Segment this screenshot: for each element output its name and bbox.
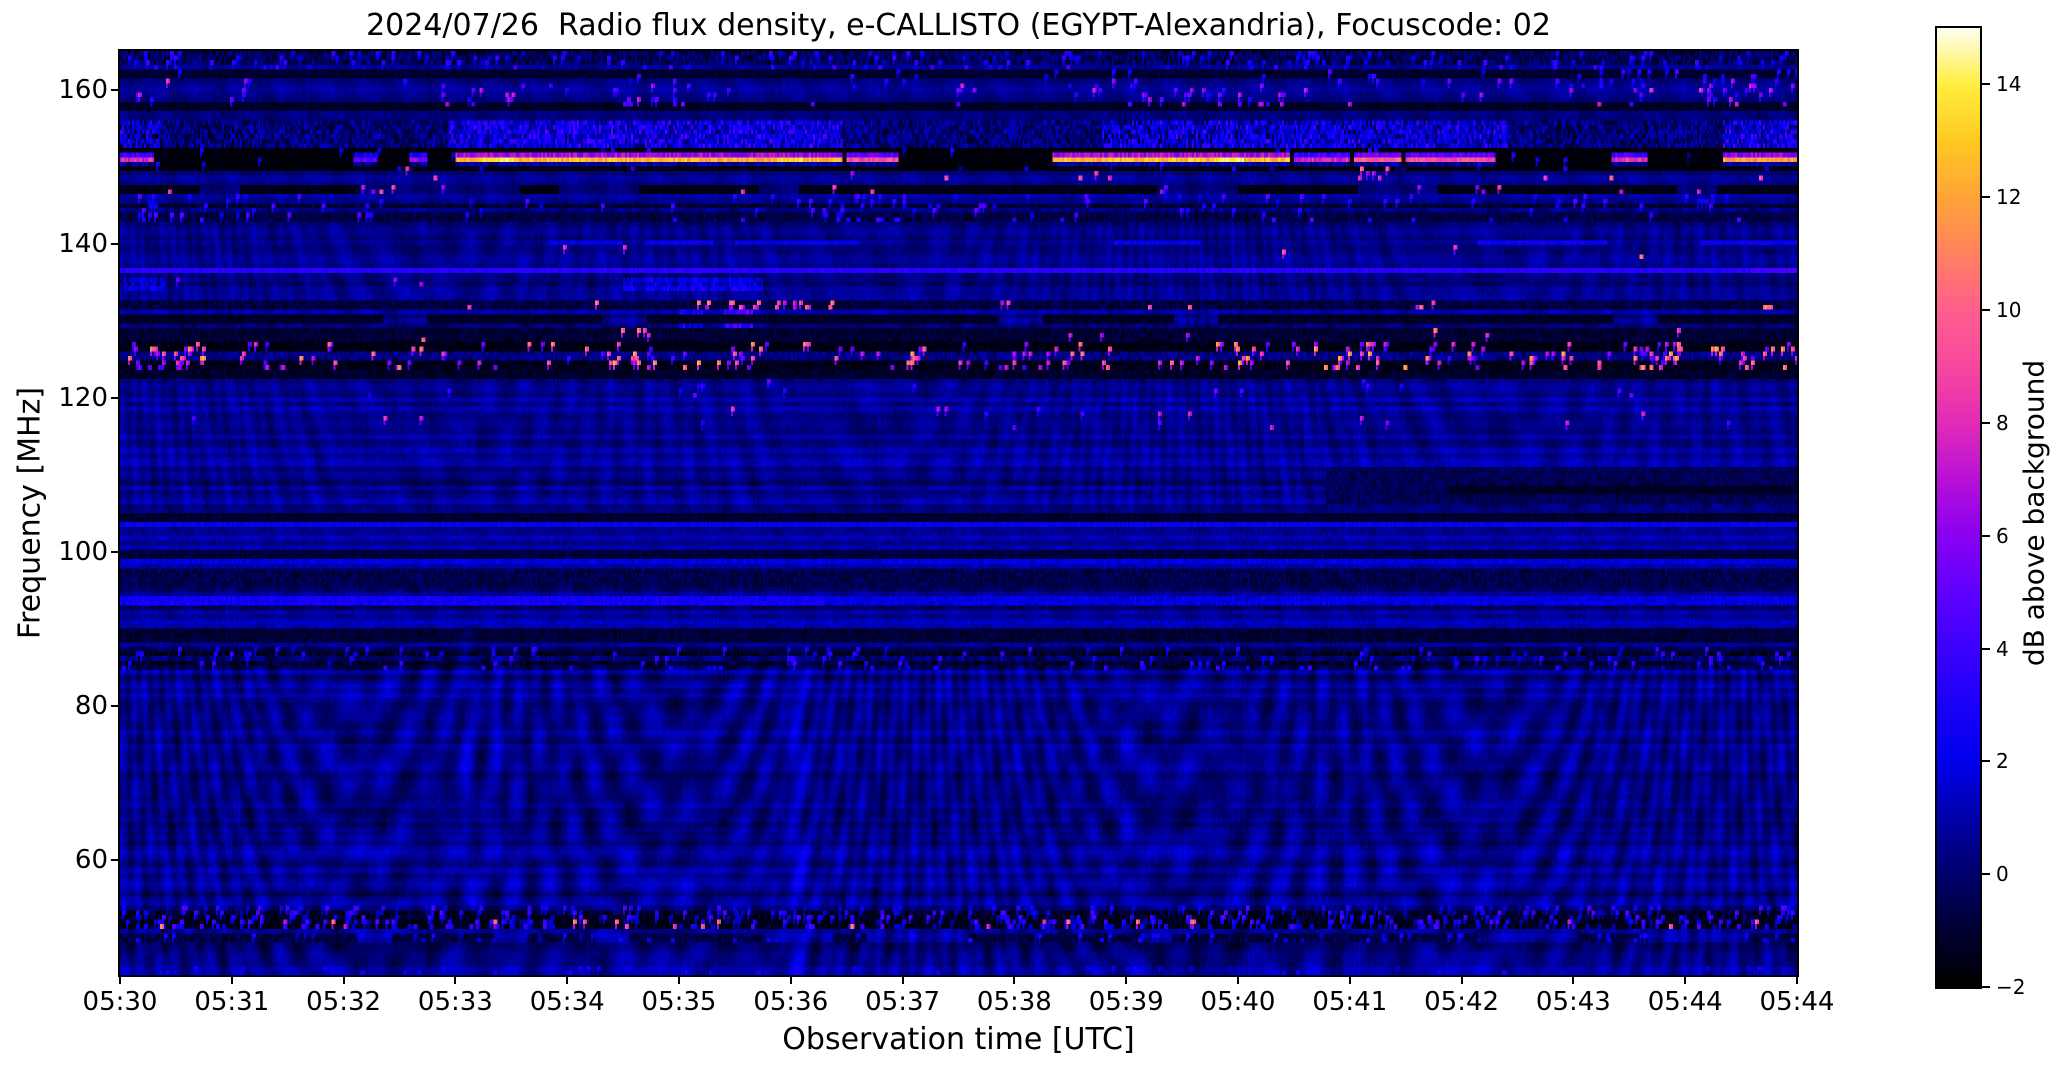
colorbar-tick-mark bbox=[1982, 647, 1990, 650]
x-tick-label: 05:38 bbox=[976, 987, 1052, 1017]
x-tick-label: 05:31 bbox=[194, 987, 270, 1017]
colorbar bbox=[1935, 26, 1982, 989]
colorbar-tick-mark bbox=[1982, 986, 1990, 988]
y-axis-label: Frequency [MHz] bbox=[12, 386, 48, 640]
x-tick-mark bbox=[1348, 975, 1351, 984]
colorbar-tick-mark bbox=[1982, 760, 1990, 763]
y-tick-mark bbox=[111, 858, 120, 861]
y-tick-label: 80 bbox=[74, 690, 108, 721]
colorbar-tick-label: 10 bbox=[1996, 298, 2022, 323]
y-tick-label: 120 bbox=[58, 382, 108, 413]
plot-area bbox=[118, 49, 1799, 977]
y-tick-mark bbox=[111, 704, 120, 707]
x-tick-mark bbox=[789, 975, 792, 984]
x-tick-label: 05:36 bbox=[753, 987, 829, 1017]
x-tick-label: 05:40 bbox=[1200, 987, 1276, 1017]
x-tick-mark bbox=[342, 975, 345, 984]
x-tick-mark bbox=[1237, 975, 1239, 984]
x-tick-label: 05:35 bbox=[641, 987, 717, 1017]
spectrogram-canvas bbox=[120, 51, 1797, 975]
y-tick-label: 160 bbox=[58, 74, 108, 105]
x-tick-mark bbox=[1013, 975, 1016, 984]
x-tick-label: 05:44 bbox=[1759, 987, 1835, 1017]
chart-title: 2024/07/26 Radio flux density, e-CALLIST… bbox=[366, 8, 1551, 43]
x-axis-label: Observation time [UTC] bbox=[782, 1022, 1135, 1057]
x-tick-mark bbox=[230, 975, 233, 984]
colorbar-label: dB above background bbox=[2017, 359, 2051, 667]
x-tick-mark bbox=[566, 975, 569, 984]
x-tick-mark bbox=[1460, 975, 1463, 984]
colorbar-tick-label: 14 bbox=[1996, 72, 2022, 97]
x-tick-mark bbox=[454, 975, 457, 984]
x-tick-mark bbox=[119, 975, 121, 984]
colorbar-tick-label: 2 bbox=[1996, 749, 2009, 774]
x-tick-label: 05:37 bbox=[865, 987, 941, 1017]
x-tick-mark bbox=[1572, 975, 1575, 984]
colorbar-tick-label: −2 bbox=[1996, 975, 2026, 999]
y-tick-mark bbox=[111, 88, 120, 91]
y-tick-mark bbox=[111, 550, 120, 553]
x-tick-label: 05:41 bbox=[1312, 987, 1388, 1017]
colorbar-canvas bbox=[1937, 28, 1980, 987]
x-tick-label: 05:44 bbox=[1647, 987, 1723, 1017]
x-tick-label: 05:32 bbox=[306, 987, 382, 1017]
y-tick-mark bbox=[111, 396, 120, 399]
x-tick-mark bbox=[901, 975, 904, 984]
colorbar-tick-label: 4 bbox=[1996, 636, 2009, 661]
colorbar-tick-mark bbox=[1982, 534, 1990, 537]
colorbar-tick-label: 8 bbox=[1996, 410, 2009, 435]
colorbar-tick-mark bbox=[1982, 309, 1990, 312]
colorbar-tick-label: 6 bbox=[1996, 523, 2009, 548]
colorbar-tick-mark bbox=[1982, 873, 1990, 876]
x-tick-label: 05:39 bbox=[1088, 987, 1164, 1017]
colorbar-tick-label: 12 bbox=[1996, 185, 2022, 210]
x-tick-label: 05:30 bbox=[82, 987, 158, 1017]
x-tick-label: 05:43 bbox=[1535, 987, 1611, 1017]
y-tick-label: 100 bbox=[58, 536, 108, 567]
x-tick-mark bbox=[678, 975, 680, 984]
y-tick-label: 140 bbox=[58, 228, 108, 259]
colorbar-tick-mark bbox=[1982, 196, 1990, 199]
x-tick-label: 05:34 bbox=[529, 987, 605, 1017]
y-tick-label: 60 bbox=[74, 844, 108, 875]
y-tick-mark bbox=[111, 242, 120, 245]
x-tick-label: 05:33 bbox=[417, 987, 493, 1017]
x-tick-mark bbox=[1125, 975, 1128, 984]
x-tick-mark bbox=[1684, 975, 1687, 984]
colorbar-tick-label: 0 bbox=[1996, 862, 2009, 887]
x-tick-mark bbox=[1796, 975, 1798, 984]
colorbar-tick-mark bbox=[1982, 83, 1990, 86]
colorbar-tick-mark bbox=[1982, 421, 1990, 424]
x-tick-label: 05:42 bbox=[1424, 987, 1500, 1017]
